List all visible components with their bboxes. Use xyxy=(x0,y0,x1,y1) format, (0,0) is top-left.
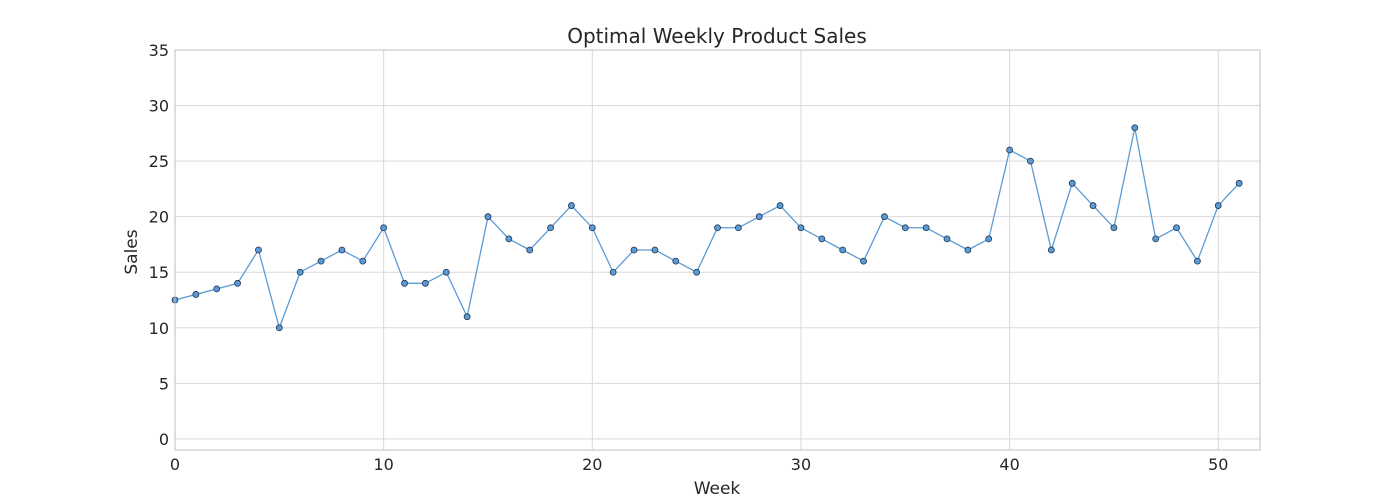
data-point xyxy=(839,246,847,254)
data-point xyxy=(1110,224,1118,232)
data-point xyxy=(380,224,388,232)
data-point xyxy=(818,235,826,243)
y-tick-label: 5 xyxy=(159,374,169,393)
data-point xyxy=(651,246,659,254)
data-point xyxy=(359,257,367,265)
data-point xyxy=(1047,246,1055,254)
data-point xyxy=(630,246,638,254)
x-tick-label: 50 xyxy=(1208,455,1228,474)
data-point xyxy=(985,235,993,243)
x-tick-label: 0 xyxy=(170,455,180,474)
data-point xyxy=(296,268,304,276)
data-point xyxy=(1068,179,1076,187)
data-point xyxy=(734,224,742,232)
data-point xyxy=(463,313,471,321)
series-line xyxy=(174,127,1240,329)
data-point xyxy=(213,285,221,293)
chart-title: Optimal Weekly Product Sales xyxy=(567,24,867,48)
x-tick-label: 40 xyxy=(999,455,1019,474)
data-point xyxy=(1027,157,1034,165)
data-point xyxy=(547,224,554,232)
data-point xyxy=(421,279,429,287)
data-point xyxy=(1089,202,1097,209)
data-point xyxy=(672,257,680,265)
data-point xyxy=(714,224,721,232)
series-line-group xyxy=(174,127,1240,329)
data-points xyxy=(171,124,1243,332)
data-point xyxy=(588,224,596,232)
data-point xyxy=(776,202,784,209)
data-point xyxy=(568,202,575,209)
data-point xyxy=(1214,202,1222,209)
data-point xyxy=(234,279,241,287)
x-tick-label: 10 xyxy=(373,455,393,474)
data-point xyxy=(1006,146,1014,154)
data-point xyxy=(797,224,805,232)
x-axis-label: Week xyxy=(694,479,741,499)
data-point xyxy=(505,235,513,243)
y-tick-label: 10 xyxy=(149,319,169,338)
data-point xyxy=(484,213,492,221)
data-point xyxy=(1152,235,1160,243)
data-point xyxy=(1173,224,1180,232)
data-point xyxy=(442,268,450,276)
data-point xyxy=(526,246,534,254)
data-point xyxy=(755,213,763,221)
y-tick-label: 30 xyxy=(149,97,169,116)
data-point xyxy=(922,224,930,232)
y-tick-label: 35 xyxy=(149,41,169,60)
data-point xyxy=(881,213,888,221)
data-point xyxy=(192,291,200,298)
data-point xyxy=(1194,257,1201,265)
y-tick-label: 25 xyxy=(149,152,169,171)
data-point xyxy=(317,257,325,265)
data-point xyxy=(901,224,909,232)
data-point xyxy=(609,268,617,276)
data-point xyxy=(943,235,951,243)
y-tick-label: 0 xyxy=(159,430,169,449)
x-tick-label: 20 xyxy=(582,455,602,474)
data-point xyxy=(338,246,346,254)
data-point xyxy=(255,246,262,254)
y-axis-label: Sales xyxy=(122,229,142,274)
data-point xyxy=(964,246,972,254)
x-tick-label: 30 xyxy=(791,455,811,474)
grid xyxy=(174,49,1260,450)
y-tick-label: 15 xyxy=(149,263,169,282)
data-point xyxy=(860,257,867,265)
data-point xyxy=(401,279,408,287)
data-point xyxy=(1131,124,1139,132)
plot-area-frame xyxy=(174,49,1261,451)
data-point xyxy=(1235,179,1243,187)
data-point xyxy=(275,324,283,332)
data-point xyxy=(693,268,701,276)
tick-labels: 0 10 20 30 40 50 0 5 10 15 20 25 30 35 xyxy=(149,41,1229,474)
y-tick-label: 20 xyxy=(149,208,169,227)
